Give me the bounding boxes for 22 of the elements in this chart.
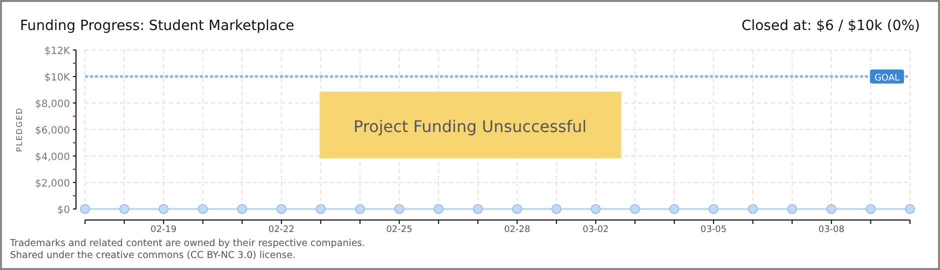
x-tick-label: 03-02: [582, 225, 609, 235]
chart-subtitle: Closed at: $6 / $10k (0%): [741, 18, 920, 34]
y-tick-label: $12K: [44, 46, 70, 57]
x-tick-label: 02-22: [268, 225, 295, 235]
y-axis-title: PLEDGED: [15, 107, 24, 152]
annotation: Project Funding Unsuccessful: [353, 117, 587, 136]
y-tick-label: $10K: [44, 72, 70, 84]
notice-box: Project Funding Unsuccessful: [320, 92, 622, 158]
y-tick-label: $8,000: [35, 99, 70, 110]
text: Trademarks and related content are owned by their respective companies.: [9, 238, 366, 249]
ref-line-label: GOAL: [874, 74, 900, 84]
text: Shared under the creative commons (CC BY-NC 3.0) license.: [10, 250, 296, 261]
chart-title: Funding Progress: Student Marketplace: [20, 18, 294, 34]
y-tick-label: $0: [57, 205, 70, 216]
x-tick-label: 02-25: [386, 225, 412, 235]
x-tick-label: 03-08: [818, 225, 845, 235]
x-tick-label: 02-19: [150, 225, 177, 235]
x-tick-label: 03-05: [700, 225, 727, 235]
x-tick-label: 02-28: [504, 225, 530, 235]
y-tick-label: $4,000: [35, 152, 70, 163]
y-tick-label: $6,000: [35, 126, 70, 136]
y-tick-label: $2,000: [35, 178, 70, 190]
